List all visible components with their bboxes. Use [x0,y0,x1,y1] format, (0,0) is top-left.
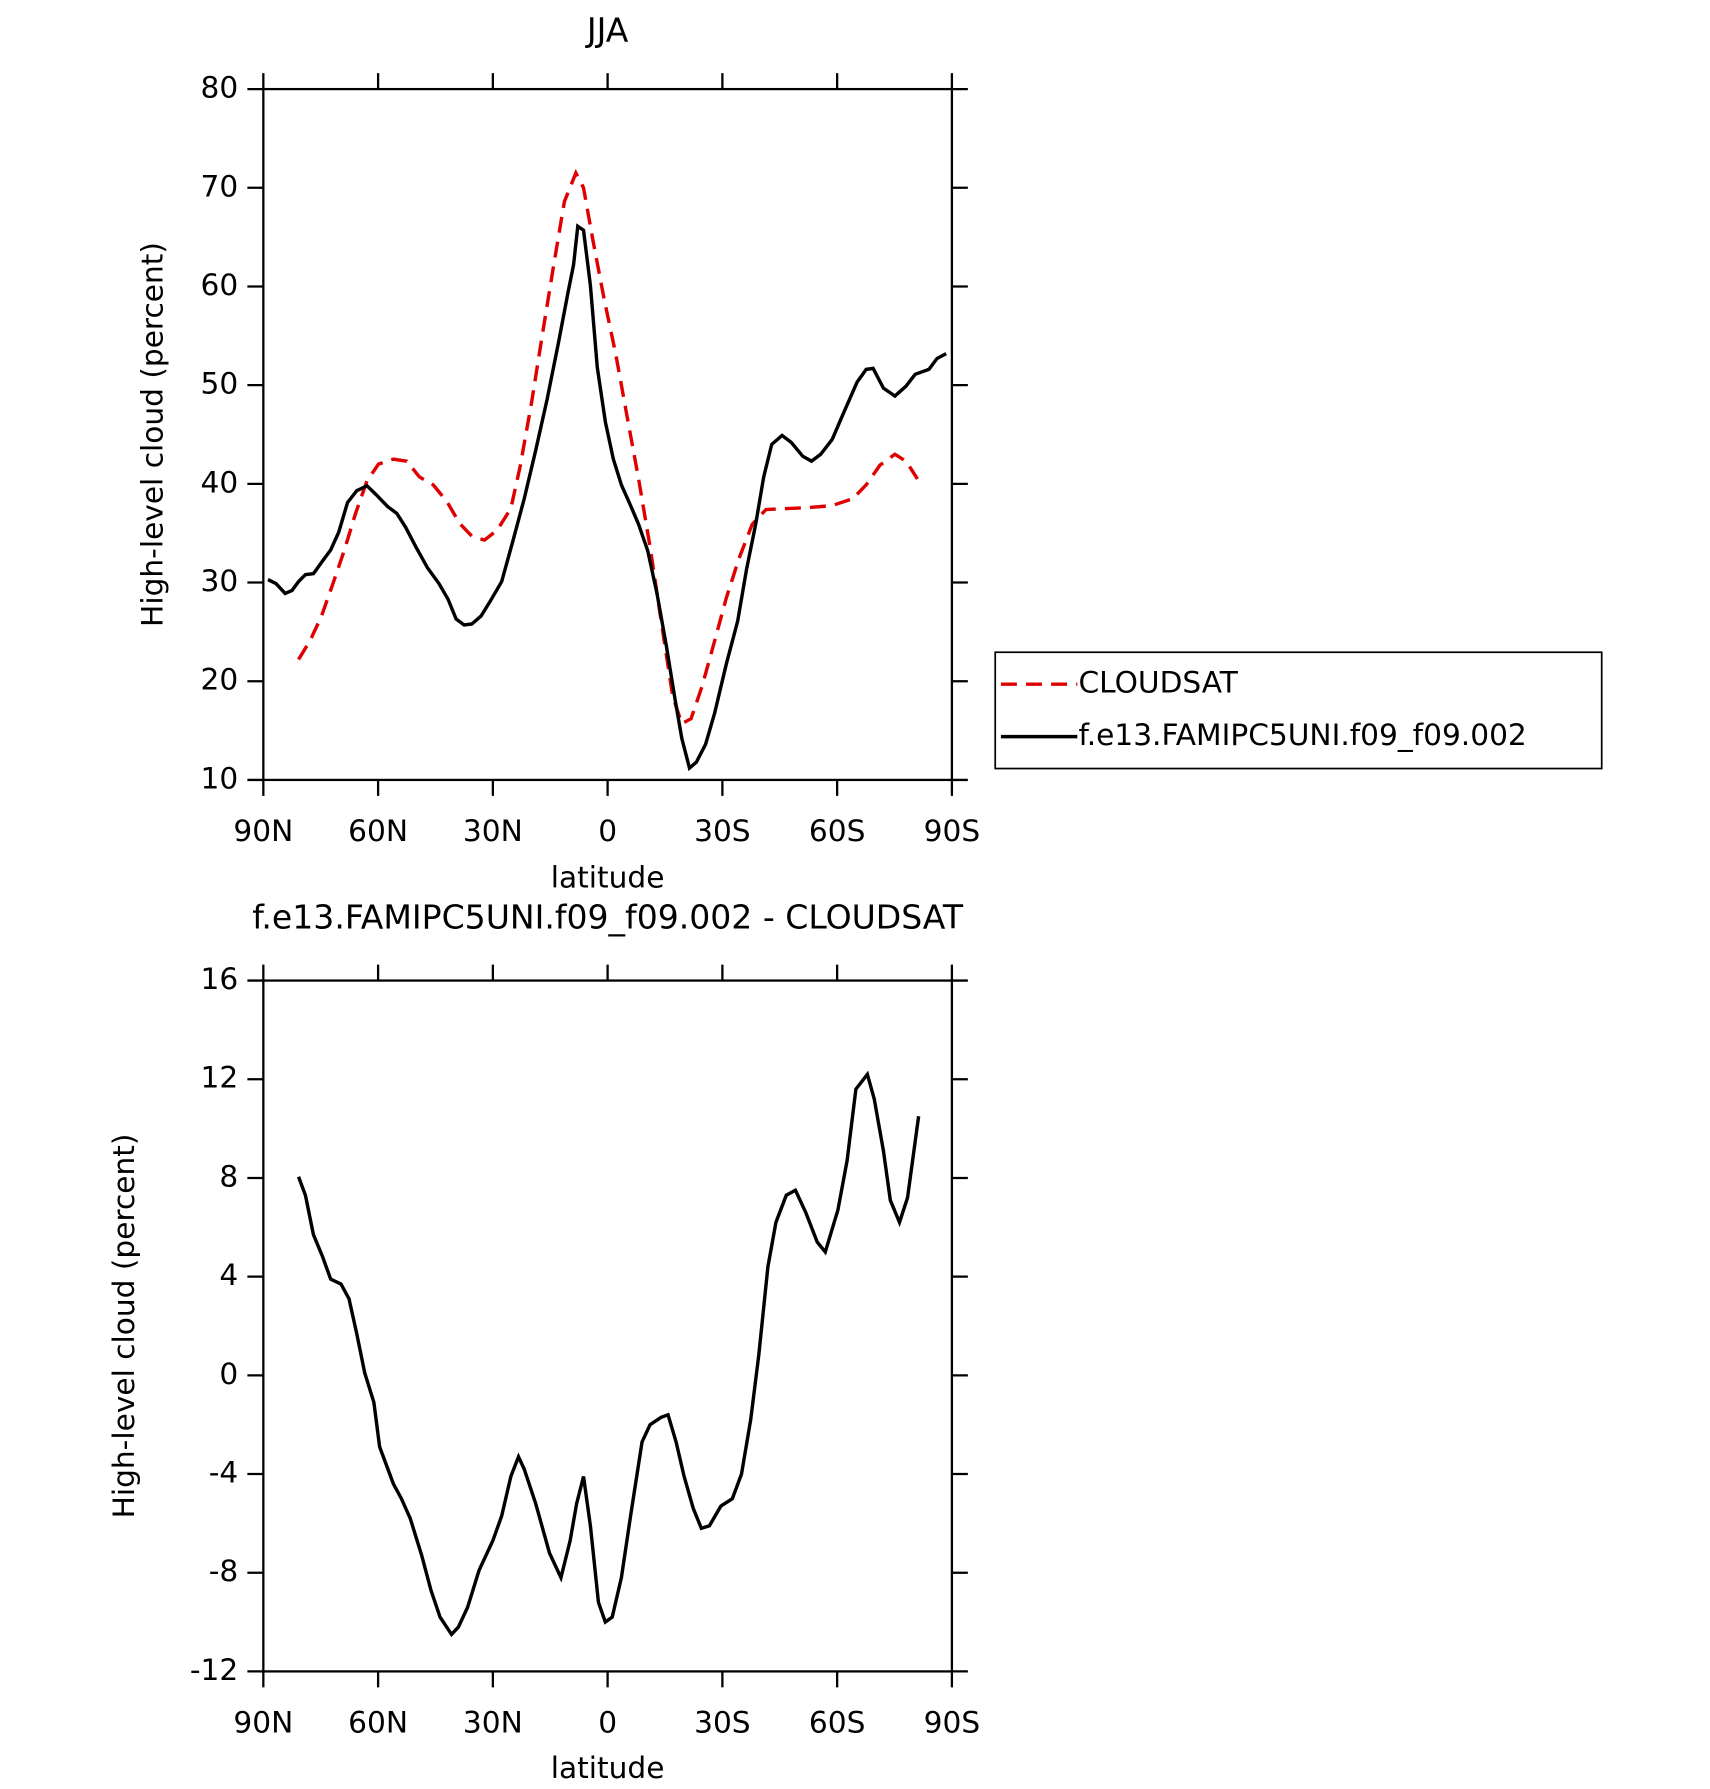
y-tick-label: -8 [209,1553,239,1588]
y-tick-label: 80 [201,70,239,105]
y-tick-label: 60 [201,267,239,302]
legend-label: f.e13.FAMIPC5UNI.f09_f09.002 [1078,717,1526,752]
y-tick-label: 10 [201,760,239,795]
y-axis-label: High-level cloud (percent) [134,242,169,627]
x-tick-label: 90N [233,813,293,848]
x-tick-label: 60N [348,1704,408,1739]
x-tick-label: 90S [924,1704,981,1739]
x-tick-label: 30N [463,813,523,848]
y-tick-label: 4 [219,1257,238,1292]
chart-title: JJA [585,11,629,50]
y-tick-label: -12 [190,1652,238,1687]
data-line [296,1070,921,1638]
x-tick-label: 0 [598,1704,617,1739]
y-axis-label: High-level cloud (percent) [106,1134,141,1519]
x-axis-label: latitude [551,1750,665,1785]
x-tick-label: 30N [463,1704,523,1739]
y-tick-label: 12 [201,1060,239,1095]
y-tick-label: 40 [201,464,239,499]
y-tick-label: 16 [201,961,239,996]
y-tick-label: 30 [201,563,239,598]
x-axis-label: latitude [551,860,665,895]
x-tick-label: 60S [809,813,866,848]
x-tick-label: 30S [694,1704,751,1739]
data-line [267,223,947,772]
x-tick-label: 90S [924,813,981,848]
plot-frame [262,979,954,1673]
data-line [297,168,919,727]
x-tick-label: 60N [348,813,408,848]
y-tick-label: 8 [219,1158,238,1193]
x-tick-label: 30S [694,813,751,848]
x-tick-label: 60S [809,1704,866,1739]
x-tick-label: 90N [233,1704,293,1739]
chart-title: f.e13.FAMIPC5UNI.f09_f09.002 - CLOUDSAT [252,898,964,937]
legend-label: CLOUDSAT [1078,665,1238,700]
x-tick-label: 0 [598,813,617,848]
legend-box [994,651,1603,770]
y-tick-label: 70 [201,168,239,203]
y-tick-label: 20 [201,662,239,697]
y-tick-label: 0 [219,1356,238,1391]
y-tick-label: 50 [201,366,239,401]
y-tick-label: -4 [209,1455,239,1490]
